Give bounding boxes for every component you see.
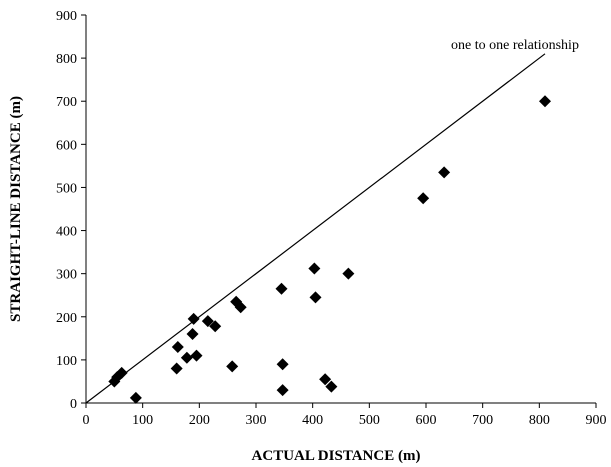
data-point (115, 366, 128, 379)
data-point (129, 391, 142, 404)
data-point (170, 362, 183, 375)
y-tick-label: 600 (56, 138, 77, 153)
x-tick-label: 500 (359, 413, 380, 428)
y-tick-label: 500 (56, 181, 77, 196)
one-to-one-reference-line (85, 53, 546, 404)
data-point (234, 301, 247, 314)
y-axis-ticks: 0 100 200 300 400 500 600 700 800 900 (56, 9, 86, 412)
x-tick-label: 800 (529, 413, 550, 428)
data-point (190, 349, 203, 362)
data-point (325, 380, 338, 393)
x-tick-label: 200 (189, 413, 210, 428)
data-point (308, 262, 321, 275)
x-tick-label: 400 (302, 413, 323, 428)
data-point (201, 315, 214, 328)
plot-area: 0 100 200 300 400 500 600 700 800 900 0 100 200 300 4… (56, 9, 607, 428)
data-point (539, 95, 551, 108)
data-point (342, 267, 355, 280)
data-point (226, 360, 239, 373)
x-tick-label: 700 (472, 413, 493, 428)
x-tick-label: 600 (416, 413, 437, 428)
data-points (108, 95, 551, 404)
data-point (187, 312, 200, 325)
data-point (417, 192, 430, 205)
data-point (276, 358, 289, 371)
data-point (275, 282, 288, 295)
data-point (276, 384, 289, 397)
x-tick-label: 900 (586, 413, 607, 428)
x-tick-label: 300 (246, 413, 267, 428)
data-point (180, 351, 193, 364)
data-point (309, 291, 322, 304)
x-axis-title: ACTUAL DISTANCE (m) (252, 448, 421, 464)
y-tick-label: 700 (56, 95, 77, 110)
y-axis-title: STRAIGHT-LINE DISTANCE (m) (8, 96, 24, 322)
y-tick-label: 200 (56, 311, 77, 326)
data-point (186, 328, 199, 341)
data-point (171, 340, 184, 353)
y-tick-label: 800 (56, 52, 77, 67)
data-point (438, 166, 451, 179)
reference-line-label: one to one relationship (451, 38, 579, 53)
data-point (209, 320, 222, 333)
x-tick-label: 100 (132, 413, 153, 428)
x-axis-ticks: 0 100 200 300 400 500 600 700 800 900 (83, 403, 607, 428)
data-point (319, 373, 332, 386)
y-tick-label: 0 (70, 397, 77, 412)
y-tick-label: 300 (56, 268, 77, 283)
y-tick-label: 400 (56, 225, 77, 240)
y-tick-label: 900 (56, 9, 77, 24)
x-tick-label: 0 (83, 413, 90, 428)
y-tick-label: 100 (56, 354, 77, 369)
